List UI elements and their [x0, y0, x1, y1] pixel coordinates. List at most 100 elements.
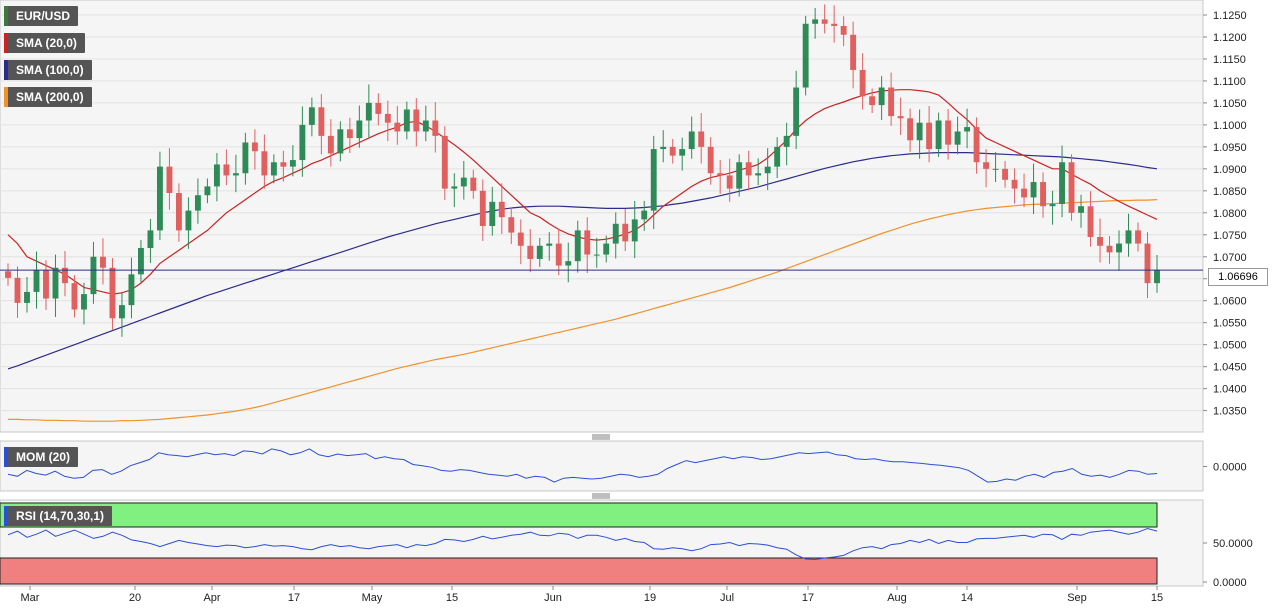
candle-body [327, 135, 334, 154]
price-tick-label: 1.0550 [1213, 318, 1247, 330]
candle-body [983, 162, 990, 169]
candle-body [280, 162, 287, 167]
candle [793, 70, 800, 150]
candle-body [707, 146, 714, 174]
candle [251, 129, 258, 170]
legend-sma200[interactable]: SMA (200,0) [4, 87, 92, 107]
candle-body [289, 160, 296, 167]
candle-body [916, 122, 923, 141]
candle [802, 15, 809, 96]
legend-mom-swatch [4, 447, 8, 467]
candle [1011, 168, 1018, 204]
candle-body [1068, 162, 1075, 213]
candle-body [498, 201, 505, 218]
candle [460, 160, 467, 200]
candle [33, 251, 40, 309]
candle-body [1078, 206, 1084, 213]
candle-body [1106, 245, 1113, 253]
candle [137, 240, 144, 283]
candle [119, 291, 125, 337]
candle-body [793, 87, 800, 136]
candle-body [128, 274, 135, 306]
candle-body [821, 19, 828, 24]
candle-body [926, 122, 933, 150]
date-tick-label: 20 [129, 592, 141, 604]
date-tick-label: 15 [1151, 592, 1163, 604]
date-tick-label: May [362, 592, 383, 604]
rsi-overbought-zone [0, 502, 1158, 528]
candle-body [641, 210, 648, 220]
candle [356, 105, 363, 148]
legend-mom[interactable]: MOM (20) [4, 447, 78, 467]
candle [71, 275, 78, 318]
legend-instrument[interactable]: EUR/USD [4, 6, 79, 26]
candle [413, 98, 420, 147]
legend-sma100[interactable]: SMA (100,0) [4, 60, 92, 80]
candle [650, 135, 657, 230]
candle [992, 152, 999, 183]
candle [1106, 236, 1113, 264]
candle [346, 117, 353, 154]
candle [555, 228, 562, 276]
candle-body [223, 164, 230, 176]
candle [593, 237, 600, 268]
price-tick-label: 1.0900 [1213, 164, 1247, 176]
price-tick-label: 1.1050 [1213, 98, 1247, 110]
candle [536, 237, 543, 267]
candle-body [5, 271, 11, 278]
candle-body [546, 243, 553, 246]
candle-body [62, 267, 68, 284]
candle-body [631, 219, 638, 242]
candle-body [1049, 204, 1056, 207]
candle [926, 105, 933, 163]
candle-body [584, 230, 591, 255]
candle-body [736, 162, 743, 189]
sma200-path [8, 199, 1158, 422]
candle [375, 93, 382, 126]
date-tick-label: Jun [544, 592, 562, 604]
price-tick-label: 1.0400 [1213, 384, 1247, 396]
candle [850, 21, 857, 89]
candle-body [213, 164, 220, 187]
rsi-axis: 0.0000 50.0000 [1203, 538, 1253, 589]
legend-sma20[interactable]: SMA (20,0) [4, 33, 85, 53]
candle-body [251, 142, 258, 152]
last-price-tag: 1.06696 [1208, 268, 1268, 286]
price-tick-label: 1.0600 [1213, 296, 1247, 308]
candles [5, 4, 1160, 337]
sma100-path [7, 152, 1158, 370]
candle-body [840, 25, 847, 35]
mom-line [7, 448, 1158, 483]
candle [954, 116, 961, 155]
candle-body [109, 267, 116, 319]
candle [81, 282, 87, 325]
sma20-path [7, 89, 1158, 295]
candle [318, 94, 325, 155]
candle [631, 200, 638, 259]
candle [479, 179, 486, 241]
candle-body [1144, 243, 1151, 284]
price-tick-label: 1.1100 [1213, 76, 1246, 88]
candle-body [242, 142, 249, 174]
candle [1097, 218, 1103, 263]
candle [337, 121, 344, 162]
candle-body [346, 129, 353, 139]
candle [1068, 154, 1075, 221]
date-tick-label: Aug [887, 592, 907, 604]
candle-body [261, 151, 268, 176]
legend-rsi[interactable]: RSI (14,70,30,1) [4, 506, 113, 526]
candle [888, 72, 895, 126]
candle-body [100, 256, 106, 268]
candle [1154, 255, 1160, 293]
candle-body [337, 129, 344, 154]
candle-body [119, 305, 125, 319]
candle [166, 148, 173, 210]
candle [527, 229, 534, 273]
candle [1049, 190, 1056, 225]
candle [1116, 230, 1122, 271]
candle-body [14, 277, 21, 303]
candle [194, 178, 201, 224]
candle [1125, 213, 1132, 257]
candle-body [147, 230, 154, 248]
